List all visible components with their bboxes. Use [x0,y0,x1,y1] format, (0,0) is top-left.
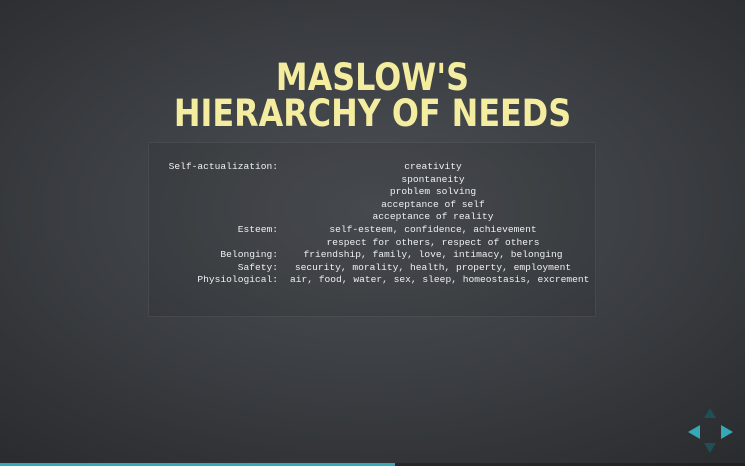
slide-title-line-2: HIERARCHY OF NEEDS [173,92,572,135]
progress-bar [0,463,745,466]
need-label: Safety: [237,261,278,273]
progress-bar-fill [0,463,395,466]
need-label: Self-actualization: [168,161,278,172]
need-value: air, food, water, sex, sleep, homeostasi… [290,274,590,286]
needs-list: Self-actualization: creativity spontanei… [148,161,596,287]
arrow-up-icon [704,408,716,418]
slide-title: MASLOW'S HIERARCHY OF NEEDS [52,56,693,135]
need-value: friendship, family, love, intimacy, belo… [303,249,563,261]
needs-row: spontaneity [148,174,596,187]
arrow-left-icon[interactable] [688,425,700,439]
needs-row: problem solving [148,186,596,199]
needs-row: acceptance of self [148,199,596,212]
arrow-right-icon[interactable] [721,425,733,439]
needs-row: Physiological: air, food, water, sex, sl… [148,274,596,287]
need-value: creativity [404,161,462,172]
need-label: Belonging: [220,249,278,261]
need-label: Esteem: [237,223,278,235]
need-label: Physiological: [197,274,278,286]
need-value: self-esteem, confidence, achievement [329,223,537,235]
needs-row: acceptance of reality [148,211,596,224]
needs-row: Belonging: friendship, family, love, int… [148,249,596,262]
need-value: problem solving [389,186,477,198]
need-value: security, morality, health, property, em… [294,261,572,273]
needs-row: Esteem: self-esteem, confidence, achieve… [148,224,596,237]
needs-row: Safety: security, morality, health, prop… [148,262,596,275]
slide-title-line-1: MASLOW'S [275,56,470,99]
arrow-down-icon [704,443,716,453]
content-panel [148,142,596,317]
navigation-controls [686,408,734,454]
need-value: acceptance of reality [372,211,494,223]
need-value: acceptance of self [381,198,485,210]
need-value: spontaneity [401,173,465,185]
needs-row: respect for others, respect of others [148,237,596,250]
needs-row: Self-actualization: creativity [148,161,596,174]
need-value: respect for others, respect of others [326,236,540,248]
